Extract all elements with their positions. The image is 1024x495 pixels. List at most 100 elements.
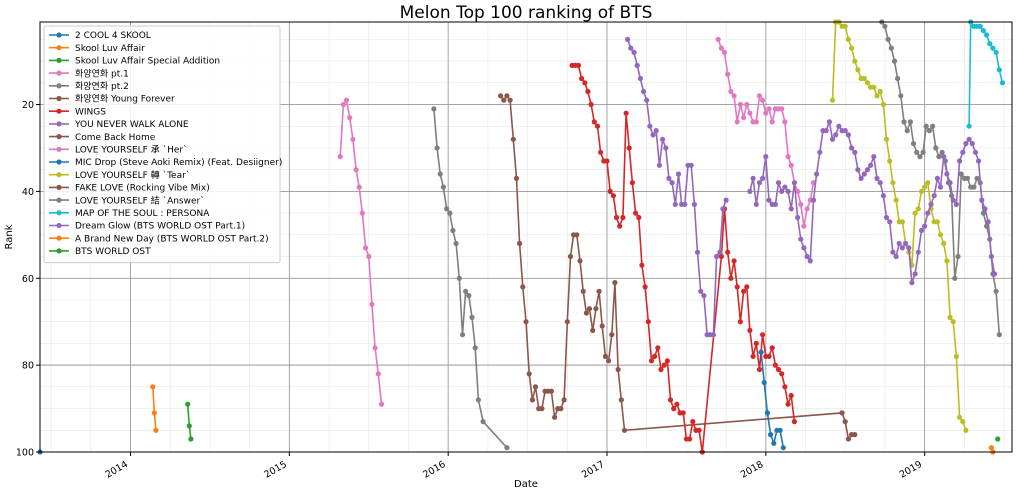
legend-label: Come Back Home — [75, 133, 156, 143]
data-point — [950, 197, 956, 203]
data-point — [532, 384, 539, 390]
x-tick-label: 2016 — [421, 459, 447, 481]
data-point — [564, 319, 570, 325]
data-point — [340, 101, 346, 108]
data-point — [671, 406, 677, 412]
data-point — [996, 332, 1002, 338]
data-point — [731, 93, 737, 99]
data-point — [650, 132, 656, 138]
legend-label: LOVE YOURSELF 結 `Answer` — [75, 194, 205, 206]
data-point — [893, 253, 899, 260]
legend-swatch-marker — [56, 108, 62, 114]
data-point — [764, 410, 771, 416]
legend-label: 화양연화 pt.1 — [75, 68, 129, 79]
data-point — [964, 175, 971, 181]
data-point — [782, 184, 788, 190]
legend-swatch-marker — [56, 172, 62, 178]
data-point — [633, 210, 639, 216]
data-point — [810, 197, 817, 203]
y-tick-label: 60 — [22, 274, 34, 285]
data-point — [958, 171, 964, 177]
data-point — [817, 149, 823, 155]
data-point — [845, 132, 852, 138]
legend-swatch-marker — [56, 222, 62, 229]
data-point — [456, 275, 462, 281]
data-point — [575, 62, 582, 68]
data-point — [666, 175, 672, 181]
data-point — [669, 180, 675, 186]
data-point — [347, 115, 353, 121]
data-point — [598, 149, 604, 155]
data-point — [642, 284, 648, 290]
data-point — [753, 340, 759, 346]
data-point — [890, 249, 896, 255]
data-point — [918, 227, 925, 234]
legend: 2 COOL 4 SKOOL Skool Luv Affair Skool Luv … — [43, 25, 282, 264]
legend-label: MAP OF THE SOUL : PERSONA — [75, 209, 210, 219]
series-15 — [747, 118, 998, 286]
data-point — [585, 88, 591, 95]
data-point — [917, 154, 923, 160]
legend-box — [43, 25, 281, 264]
data-point — [356, 184, 362, 190]
data-point — [690, 419, 696, 425]
data-point — [186, 423, 192, 429]
data-point — [596, 288, 602, 294]
data-point — [953, 353, 960, 359]
data-point — [849, 145, 855, 151]
data-point — [609, 332, 615, 338]
data-point — [999, 80, 1006, 86]
data-point — [434, 145, 440, 151]
data-point — [577, 258, 583, 264]
data-point — [775, 366, 782, 373]
data-point — [185, 401, 191, 407]
data-point — [453, 240, 459, 247]
data-point — [947, 180, 953, 186]
data-point — [960, 149, 966, 155]
data-point — [864, 167, 871, 173]
data-point — [769, 119, 775, 125]
data-point — [760, 97, 766, 103]
data-point — [891, 58, 898, 64]
data-point — [631, 49, 637, 56]
data-point — [899, 245, 906, 251]
legend-item: LOVE YOURSELF 轉 `Tear` — [49, 169, 190, 181]
data-point — [728, 88, 734, 95]
data-point — [795, 188, 801, 194]
data-point — [617, 223, 623, 229]
data-point — [501, 97, 507, 103]
data-point — [791, 180, 798, 186]
data-point — [469, 314, 475, 320]
data-point — [594, 123, 601, 129]
data-point — [974, 175, 980, 181]
series-16 — [988, 445, 996, 455]
data-point — [663, 145, 669, 151]
data-point — [498, 93, 504, 99]
data-point — [960, 419, 966, 425]
data-point — [375, 371, 381, 377]
data-point — [725, 71, 731, 77]
series-line — [339, 98, 383, 405]
data-point — [887, 219, 893, 225]
data-point — [637, 75, 644, 82]
legend-swatch-marker — [56, 95, 62, 102]
data-point — [504, 445, 510, 451]
data-point — [629, 180, 636, 186]
legend-label: LOVE YOURSELF 轉 `Tear` — [75, 169, 190, 181]
legend-swatch-marker — [56, 121, 62, 127]
data-point — [667, 397, 674, 403]
data-point — [883, 136, 890, 142]
data-point — [741, 288, 747, 294]
data-point — [936, 154, 942, 160]
data-point — [718, 253, 725, 260]
legend-item: Dream Glow (BTS WORLD OST Part.1) — [49, 222, 245, 232]
data-point — [466, 293, 472, 299]
data-point — [833, 132, 839, 138]
data-point — [366, 253, 372, 260]
data-point — [350, 136, 356, 142]
data-point — [593, 306, 599, 312]
x-axis-label: Date — [514, 479, 538, 490]
data-point — [925, 180, 931, 186]
data-point — [893, 197, 899, 203]
data-point — [955, 253, 961, 260]
